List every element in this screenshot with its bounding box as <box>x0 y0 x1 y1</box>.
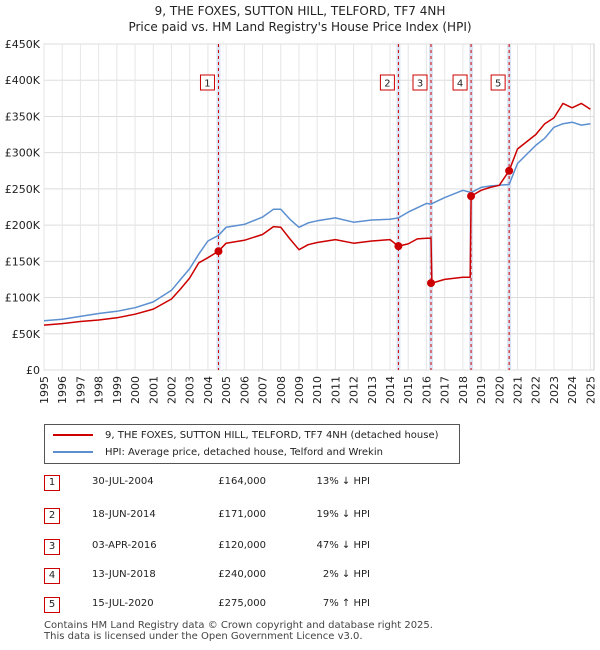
x-tick-label: 2008 <box>275 376 288 404</box>
sale-point <box>467 192 476 201</box>
transaction-date: 30-JUL-2004 <box>92 476 154 487</box>
sale-label: 2 <box>384 79 390 90</box>
sale-label: 5 <box>495 79 501 90</box>
transaction-row: 5 15-JUL-2020 £275,000 7% ↑ HPI <box>44 595 404 615</box>
x-tick-label: 2007 <box>257 376 270 404</box>
x-tick-label: 1996 <box>56 376 69 404</box>
x-tick-label: 2014 <box>384 376 397 404</box>
sale-label: 1 <box>204 79 210 90</box>
transaction-date: 15-JUL-2020 <box>92 598 154 609</box>
transaction-hpi: 47% ↓ HPI <box>316 540 370 551</box>
x-tick-label: 2005 <box>220 376 233 404</box>
transaction-price: £120,000 <box>218 540 266 551</box>
legend-hpi: HPI: Average price, detached house, Telf… <box>53 444 383 460</box>
x-tick-label: 2002 <box>165 376 178 404</box>
x-tick-label: 2001 <box>147 376 160 404</box>
sale-label-box <box>452 74 468 91</box>
transaction-row: 1 30-JUL-2004 £164,000 13% ↓ HPI <box>44 473 404 493</box>
sale-label-box <box>379 74 395 91</box>
transaction-hpi: 7% ↑ HPI <box>322 598 370 609</box>
x-tick-label: 1995 <box>38 376 51 404</box>
transaction-marker: 3 <box>44 539 60 555</box>
transaction-date: 18-JUN-2014 <box>92 509 156 520</box>
price-chart: £0 £50K £100K £150K £200K £250K £300K £350K £400… <box>5 38 598 404</box>
x-tick-label: 2006 <box>238 376 251 404</box>
y-tick-label: £200K <box>5 219 41 232</box>
x-tick-label: 2020 <box>493 376 506 404</box>
footer: Contains HM Land Registry data © Crown c… <box>44 620 433 642</box>
x-tick-label: 2004 <box>202 376 215 404</box>
legend-property-label: 9, THE FOXES, SUTTON HILL, TELFORD, TF7 … <box>105 429 439 441</box>
legend-property-swatch <box>53 434 93 436</box>
legend-hpi-swatch <box>53 451 93 453</box>
y-tick-label: £250K <box>5 183 41 196</box>
chart-title-line2: Price paid vs. HM Land Registry's House … <box>128 20 472 34</box>
transaction-hpi: 2% ↓ HPI <box>322 569 370 580</box>
plot-area <box>43 43 595 371</box>
x-tick-label: 1999 <box>111 376 124 404</box>
x-tick-label: 2021 <box>512 376 525 404</box>
transaction-row: 3 03-APR-2016 £120,000 47% ↓ HPI <box>44 537 404 557</box>
x-tick-label: 2025 <box>584 376 597 404</box>
legend-hpi-label: HPI: Average price, detached house, Telf… <box>105 446 383 458</box>
legend-property: 9, THE FOXES, SUTTON HILL, TELFORD, TF7 … <box>53 427 439 443</box>
transaction-row: 2 18-JUN-2014 £171,000 19% ↓ HPI <box>44 506 404 526</box>
x-tick-label: 2022 <box>530 376 543 404</box>
sale-label: 4 <box>457 79 463 90</box>
x-tick-label: 2009 <box>293 376 306 404</box>
transaction-price: £275,000 <box>218 598 266 609</box>
x-tick-label: 2017 <box>439 376 452 404</box>
x-tick-label: 2013 <box>366 376 379 404</box>
x-tick-label: 2000 <box>129 376 142 404</box>
y-tick-label: £0 <box>26 364 40 377</box>
x-tick-label: 2018 <box>457 376 470 404</box>
transaction-row: 4 13-JUN-2018 £240,000 2% ↓ HPI <box>44 566 404 586</box>
sale-point <box>505 166 514 175</box>
sale-label-box <box>412 74 428 91</box>
x-tick-label: 2016 <box>420 376 433 404</box>
transaction-marker: 2 <box>44 508 60 524</box>
x-tick-label: 2024 <box>566 376 579 404</box>
x-tick-label: 2011 <box>329 376 342 404</box>
x-tick-label: 2019 <box>475 376 488 404</box>
sale-point <box>427 279 436 288</box>
x-tick-label: 1997 <box>74 376 87 404</box>
x-tick-label: 2023 <box>548 376 561 404</box>
chart-title-line1: 9, THE FOXES, SUTTON HILL, TELFORD, TF7 … <box>154 4 446 18</box>
y-tick-label: £50K <box>12 328 41 341</box>
y-tick-label: £400K <box>5 74 41 87</box>
transaction-hpi: 13% ↓ HPI <box>316 476 370 487</box>
sale-point <box>394 242 403 251</box>
transaction-price: £171,000 <box>218 509 266 520</box>
y-tick-label: £300K <box>5 147 41 160</box>
transaction-date: 03-APR-2016 <box>92 540 157 551</box>
sale-label: 3 <box>417 79 423 90</box>
y-tick-label: £450K <box>5 38 41 51</box>
y-tick-label: £150K <box>5 255 41 268</box>
footer-copyright: Contains HM Land Registry data © Crown c… <box>44 620 433 631</box>
transaction-price: £240,000 <box>218 569 266 580</box>
transaction-hpi: 19% ↓ HPI <box>316 509 370 520</box>
transaction-marker: 1 <box>44 475 60 491</box>
legend: 9, THE FOXES, SUTTON HILL, TELFORD, TF7 … <box>44 424 460 464</box>
transaction-marker: 4 <box>44 568 60 584</box>
x-tick-label: 2012 <box>348 376 361 404</box>
y-tick-label: £100K <box>5 292 41 305</box>
y-tick-label: £350K <box>5 110 41 123</box>
transaction-price: £164,000 <box>218 476 266 487</box>
transaction-marker: 5 <box>44 597 60 613</box>
sale-label-box <box>490 74 506 91</box>
x-tick-label: 1998 <box>93 376 106 404</box>
sale-label-box <box>199 74 215 91</box>
x-tick-label: 2015 <box>402 376 415 404</box>
x-tick-label: 2010 <box>311 376 324 404</box>
x-tick-label: 2003 <box>184 376 197 404</box>
sale-point <box>214 247 223 256</box>
footer-licence: This data is licensed under the Open Gov… <box>44 631 363 642</box>
hpi-line <box>43 121 591 322</box>
transaction-date: 13-JUN-2018 <box>92 569 156 580</box>
